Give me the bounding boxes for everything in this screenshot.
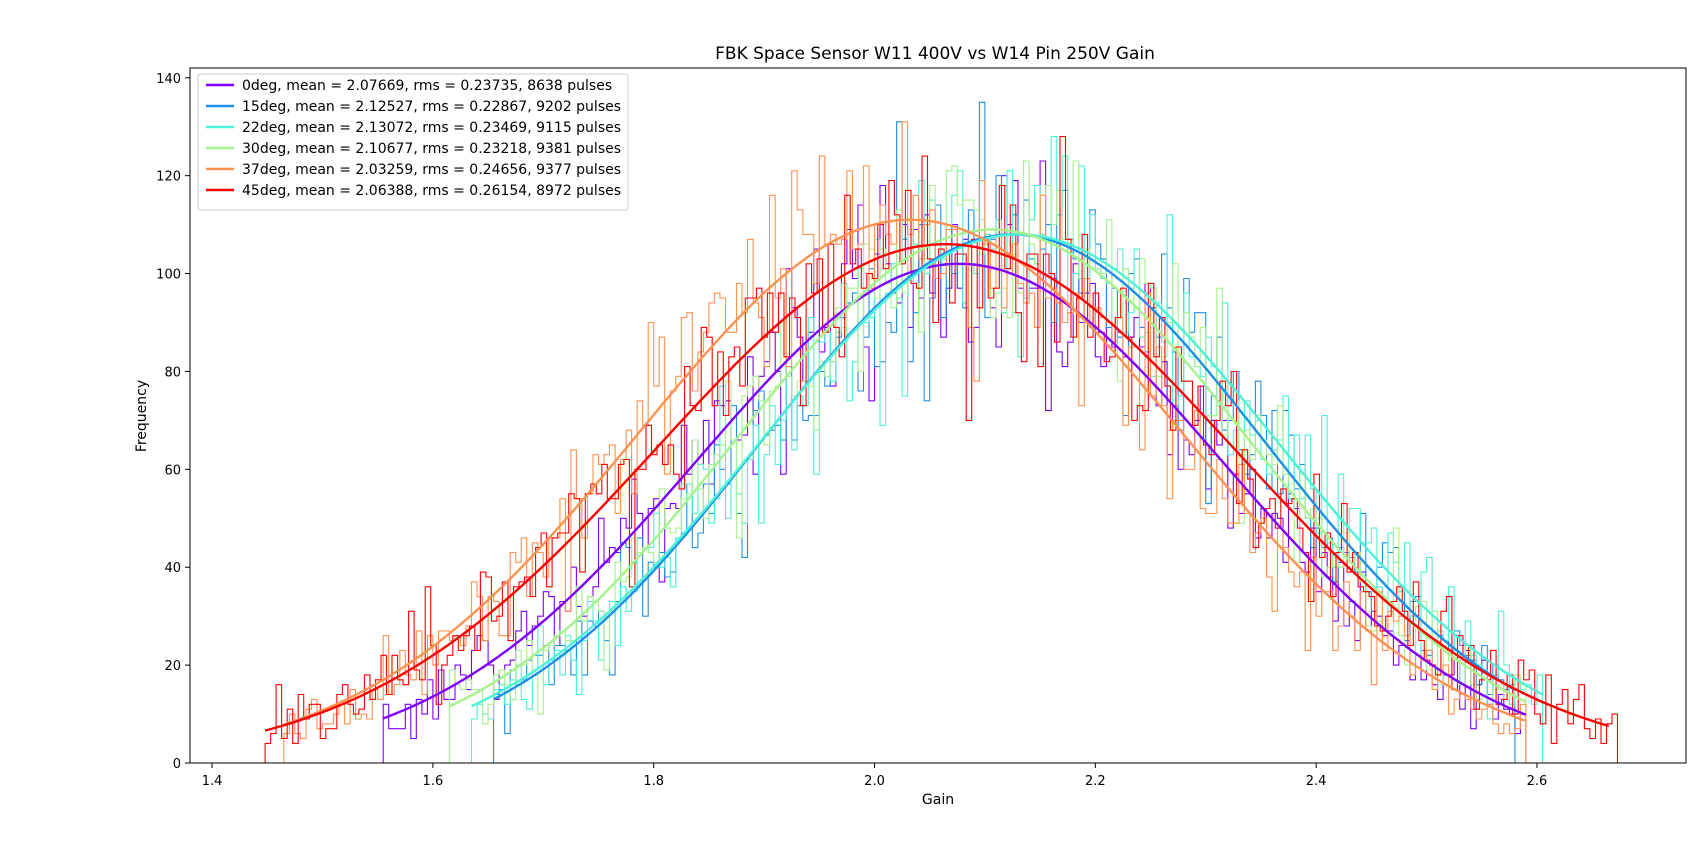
fit-curve-series-5 (264, 243, 1610, 732)
x-tick-label: 1.8 (643, 774, 664, 789)
y-tick-label: 0 (173, 757, 181, 772)
y-tick-label: 60 (164, 463, 181, 478)
fit-curve-series-3 (448, 228, 1527, 708)
y-tick-label: 80 (164, 365, 181, 380)
legend-entry: 30deg, mean = 2.10677, rms = 0.23218, 93… (242, 141, 621, 157)
legend-entry: 45deg, mean = 2.06388, rms = 0.26154, 89… (242, 183, 621, 199)
fit-curve-series-0 (382, 262, 1527, 720)
legend-entry: 22deg, mean = 2.13072, rms = 0.23469, 91… (242, 120, 621, 136)
x-tick-label: 1.6 (423, 774, 444, 789)
y-tick-label: 140 (156, 72, 181, 87)
y-axis-label: Frequency (134, 380, 150, 452)
fit-curve-series-4 (283, 218, 1527, 726)
histogram-series-5 (264, 135, 1619, 763)
x-tick-label: 2.4 (1306, 774, 1327, 789)
legend-entry: 37deg, mean = 2.03259, rms = 0.24656, 93… (242, 162, 621, 178)
legend: 0deg, mean = 2.07669, rms = 0.23735, 863… (197, 73, 629, 211)
legend-entry: 15deg, mean = 2.12527, rms = 0.22867, 92… (242, 99, 621, 115)
legend-entry: 0deg, mean = 2.07669, rms = 0.23735, 863… (242, 78, 612, 94)
x-tick-label: 2.6 (1527, 774, 1548, 789)
histogram-series-0 (382, 160, 1527, 763)
y-tick-label: 120 (156, 170, 181, 185)
y-tick-label: 20 (164, 659, 181, 674)
y-tick-label: 40 (164, 561, 181, 576)
plot-series-group (264, 101, 1619, 763)
y-axis: 0 20 40 60 80 100 120 140 (156, 72, 190, 772)
x-axis: 1.4 1.6 1.8 2.0 2.2 2.4 2.6 (202, 763, 1548, 789)
legend-box (197, 73, 629, 211)
chart-title: FBK Space Sensor W11 400V vs W14 Pin 250… (715, 44, 1155, 64)
x-tick-label: 1.4 (202, 774, 223, 789)
x-tick-label: 2.0 (864, 774, 885, 789)
x-tick-label: 2.2 (1085, 774, 1106, 789)
fit-curve-series-2 (470, 233, 1544, 708)
plot-area-frame (189, 67, 1687, 764)
y-tick-label: 100 (156, 268, 181, 283)
x-axis-label: Gain (922, 792, 954, 808)
